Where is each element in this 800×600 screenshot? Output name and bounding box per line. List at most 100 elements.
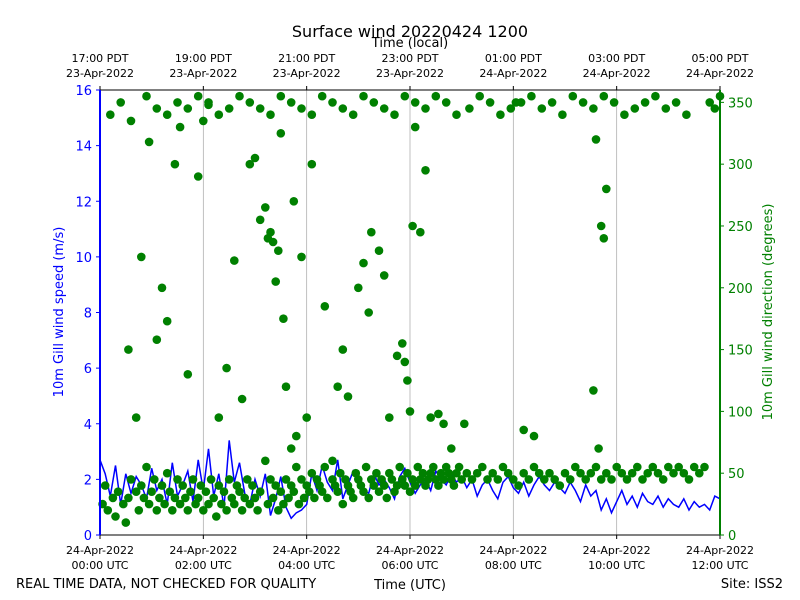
wind-direction-point: [248, 481, 257, 490]
wind-direction-point: [289, 487, 299, 497]
wind-direction-point: [674, 462, 683, 472]
wind-direction-point: [359, 91, 368, 101]
wind-direction-point: [400, 357, 410, 367]
wind-direction-point: [266, 475, 275, 484]
wind-direction-point: [250, 153, 260, 163]
wind-direction-point: [413, 462, 423, 472]
x-tick-label-date: 24-Apr-2022: [169, 544, 237, 557]
wind-direction-point: [596, 475, 606, 484]
x-axis-label: Time (UTC): [373, 578, 446, 593]
wind-direction-point: [514, 481, 523, 490]
wind-direction-point: [682, 110, 691, 119]
right-tick-label: 250: [728, 220, 753, 235]
wind-direction-point: [398, 339, 407, 348]
wind-direction-point: [157, 481, 167, 490]
wind-direction-point: [565, 475, 575, 484]
wind-direction-point: [439, 475, 448, 484]
wind-direction-point: [307, 159, 317, 169]
wind-direction-point: [317, 487, 327, 497]
left-tick-label: 4: [84, 418, 92, 433]
wind-direction-point: [338, 499, 348, 509]
wind-direction-point: [183, 370, 193, 379]
wind-direction-point: [186, 487, 195, 497]
top-tick-label-date: 24-Apr-2022: [479, 67, 547, 80]
wind-direction-point: [602, 468, 611, 478]
wind-direction-point: [307, 468, 317, 478]
wind-direction-point: [279, 499, 288, 509]
wind-direction-point: [454, 462, 464, 472]
wind-direction-point: [609, 98, 619, 107]
wind-direction-point: [245, 159, 255, 169]
wind-direction-point: [152, 335, 162, 345]
wind-direction-point: [385, 413, 394, 422]
wind-direction-point: [297, 475, 306, 484]
wind-direction-point: [320, 302, 330, 311]
wind-direction-point: [591, 135, 601, 144]
wind-direction-point: [126, 116, 136, 126]
wind-direction-point: [483, 475, 492, 484]
series-layer: [98, 91, 725, 527]
wind-direction-point: [348, 493, 358, 503]
wind-direction-point: [219, 487, 229, 497]
wind-direction-point: [387, 475, 397, 484]
wind-direction-point: [581, 475, 590, 484]
wind-direction-point: [367, 227, 376, 237]
wind-direction-point: [369, 98, 379, 107]
wind-direction-point: [633, 462, 642, 472]
wind-direction-point: [529, 462, 539, 472]
x-tick-label-time: 10:00 UTC: [588, 559, 645, 572]
wind-direction-point: [617, 468, 627, 478]
wind-direction-point: [374, 487, 384, 497]
wind-direction-point: [286, 98, 296, 107]
wind-direction-point: [395, 462, 405, 472]
right-tick-label: 100: [728, 405, 753, 420]
x-tick-label-time: 04:00 UTC: [278, 559, 335, 572]
wind-direction-point: [173, 475, 182, 484]
wind-direction-point: [305, 487, 314, 497]
wind-direction-point: [214, 481, 224, 490]
wind-direction-point: [286, 444, 296, 453]
wind-direction-point: [700, 462, 709, 472]
wind-direction-point: [292, 431, 301, 441]
wind-direction-point: [449, 481, 459, 490]
top-axis-label: Time (local): [371, 36, 448, 51]
wind-direction-point: [478, 462, 487, 472]
wind-direction-point: [162, 110, 172, 119]
wind-direction-point: [338, 104, 348, 113]
wind-direction-point: [276, 487, 286, 497]
wind-direction-point: [392, 351, 402, 361]
wind-direction-point: [343, 392, 353, 401]
right-tick-label: 0: [728, 529, 736, 544]
wind-direction-point: [274, 506, 283, 515]
wind-direction-point: [271, 277, 281, 286]
wind-direction-point: [421, 104, 430, 113]
wind-direction-point: [333, 487, 343, 497]
x-tick-label-time: 02:00 UTC: [175, 559, 232, 572]
wind-direction-point: [452, 110, 461, 119]
right-tick-label: 50: [728, 467, 745, 482]
wind-direction-point: [403, 376, 412, 385]
wind-direction-point: [467, 475, 477, 484]
wind-direction-point: [212, 512, 221, 521]
wind-direction-point: [214, 110, 224, 119]
wind-direction-point: [328, 98, 337, 107]
x-tick-label-time: 06:00 UTC: [381, 559, 438, 572]
wind-direction-point: [155, 493, 164, 503]
wind-direction-point: [137, 481, 146, 490]
wind-direction-point: [222, 506, 231, 515]
wind-direction-point: [361, 462, 371, 472]
wind-direction-point: [106, 110, 115, 119]
wind-direction-point: [201, 487, 211, 497]
wind-direction-point: [488, 468, 498, 478]
wind-direction-point: [152, 506, 162, 515]
wind-direction-point: [599, 234, 609, 243]
wind-direction-point: [589, 104, 598, 113]
wind-direction-point: [173, 98, 182, 107]
wind-direction-point: [281, 382, 291, 392]
wind-direction-point: [307, 110, 317, 119]
wind-direction-point: [100, 481, 110, 490]
wind-direction-point: [671, 98, 681, 107]
wind-direction-point: [359, 487, 368, 497]
ticks: 24-Apr-2022 00:00 UTC 24-Apr-2022 02:00 UTC…: [66, 52, 754, 572]
